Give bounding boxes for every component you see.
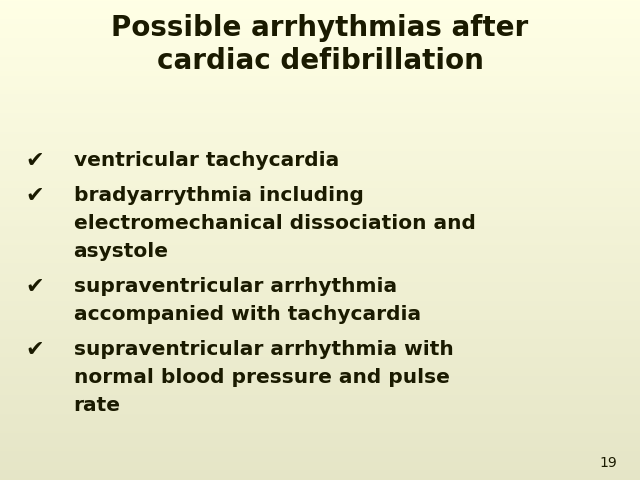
Text: accompanied with tachycardia: accompanied with tachycardia	[74, 305, 420, 324]
Text: ✔: ✔	[26, 186, 44, 206]
Text: ✔: ✔	[26, 340, 44, 360]
Text: rate: rate	[74, 396, 120, 415]
Text: electromechanical dissociation and: electromechanical dissociation and	[74, 214, 476, 233]
Text: normal blood pressure and pulse: normal blood pressure and pulse	[74, 368, 449, 387]
Text: ventricular tachycardia: ventricular tachycardia	[74, 151, 339, 170]
Text: asystole: asystole	[74, 242, 168, 261]
Text: 19: 19	[600, 456, 618, 470]
Text: Possible arrhythmias after
cardiac defibrillation: Possible arrhythmias after cardiac defib…	[111, 14, 529, 75]
Text: supraventricular arrhythmia: supraventricular arrhythmia	[74, 277, 397, 296]
Text: bradyarrythmia including: bradyarrythmia including	[74, 186, 364, 205]
Text: ✔: ✔	[26, 151, 44, 171]
Text: supraventricular arrhythmia with: supraventricular arrhythmia with	[74, 340, 453, 359]
Text: ✔: ✔	[26, 277, 44, 297]
